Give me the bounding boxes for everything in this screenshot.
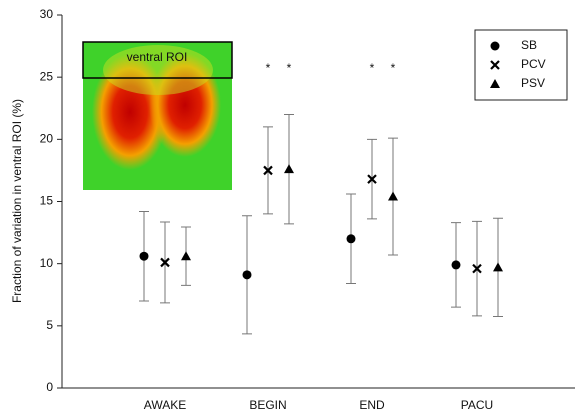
significance-mark: * (287, 61, 292, 75)
legend-label: PSV (521, 76, 545, 90)
inset-image (83, 42, 232, 190)
x-tick-label: END (359, 398, 385, 412)
chart: ventral ROI Fraction of variation in ven… (0, 0, 579, 419)
y-tick-label: 25 (40, 69, 54, 83)
data-point (388, 192, 398, 201)
legend-label: SB (521, 38, 537, 52)
significance-mark: * (266, 61, 271, 75)
data-point (347, 234, 356, 243)
y-tick-label: 30 (40, 7, 54, 21)
legend-label: PCV (521, 57, 546, 71)
y-tick-label: 20 (40, 132, 54, 146)
y-tick-label: 0 (46, 380, 53, 394)
significance-mark: * (370, 61, 375, 75)
data-point (181, 251, 191, 260)
y-tick-label: 15 (40, 194, 54, 208)
x-tick-label: AWAKE (144, 398, 186, 412)
x-tick-label: PACU (461, 398, 493, 412)
data-point (140, 252, 149, 261)
y-tick-label: 10 (40, 256, 54, 270)
y-axis-label: Fraction of variation in ventral ROI (%) (10, 99, 24, 303)
x-tick-label: BEGIN (249, 398, 286, 412)
data-point (284, 164, 294, 173)
significance-mark: * (391, 61, 396, 75)
data-point (452, 260, 461, 269)
y-tick-label: 5 (46, 318, 53, 332)
inset-label: ventral ROI (127, 50, 188, 64)
legend-marker (491, 42, 500, 51)
data-point (493, 262, 503, 271)
data-point (243, 270, 252, 279)
